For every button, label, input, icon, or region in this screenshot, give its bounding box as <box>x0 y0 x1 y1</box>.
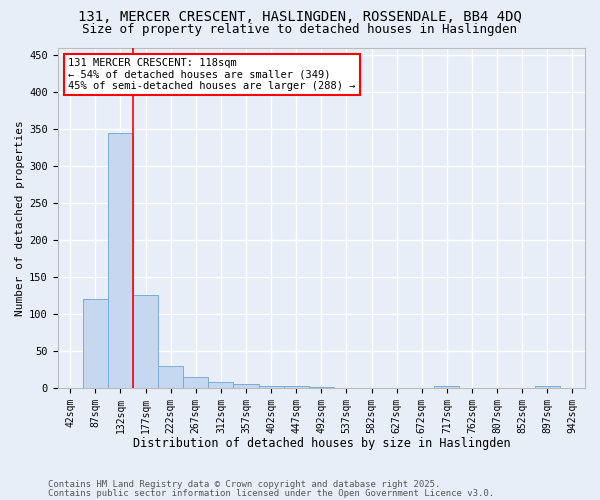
Bar <box>233 384 259 388</box>
Bar <box>208 382 233 388</box>
Bar <box>158 366 183 388</box>
Y-axis label: Number of detached properties: Number of detached properties <box>15 120 25 316</box>
Bar <box>309 387 334 388</box>
Bar <box>259 386 284 388</box>
Bar <box>83 299 108 388</box>
Text: Contains HM Land Registry data © Crown copyright and database right 2025.: Contains HM Land Registry data © Crown c… <box>48 480 440 489</box>
Bar <box>434 386 460 388</box>
Bar <box>133 296 158 388</box>
Text: 131 MERCER CRESCENT: 118sqm
← 54% of detached houses are smaller (349)
45% of se: 131 MERCER CRESCENT: 118sqm ← 54% of det… <box>68 58 356 91</box>
Bar <box>108 132 133 388</box>
Text: Size of property relative to detached houses in Haslingden: Size of property relative to detached ho… <box>83 22 517 36</box>
X-axis label: Distribution of detached houses by size in Haslingden: Distribution of detached houses by size … <box>133 437 510 450</box>
Bar <box>535 386 560 388</box>
Text: Contains public sector information licensed under the Open Government Licence v3: Contains public sector information licen… <box>48 490 494 498</box>
Text: 131, MERCER CRESCENT, HASLINGDEN, ROSSENDALE, BB4 4DQ: 131, MERCER CRESCENT, HASLINGDEN, ROSSEN… <box>78 10 522 24</box>
Bar <box>284 386 309 388</box>
Bar <box>183 377 208 388</box>
